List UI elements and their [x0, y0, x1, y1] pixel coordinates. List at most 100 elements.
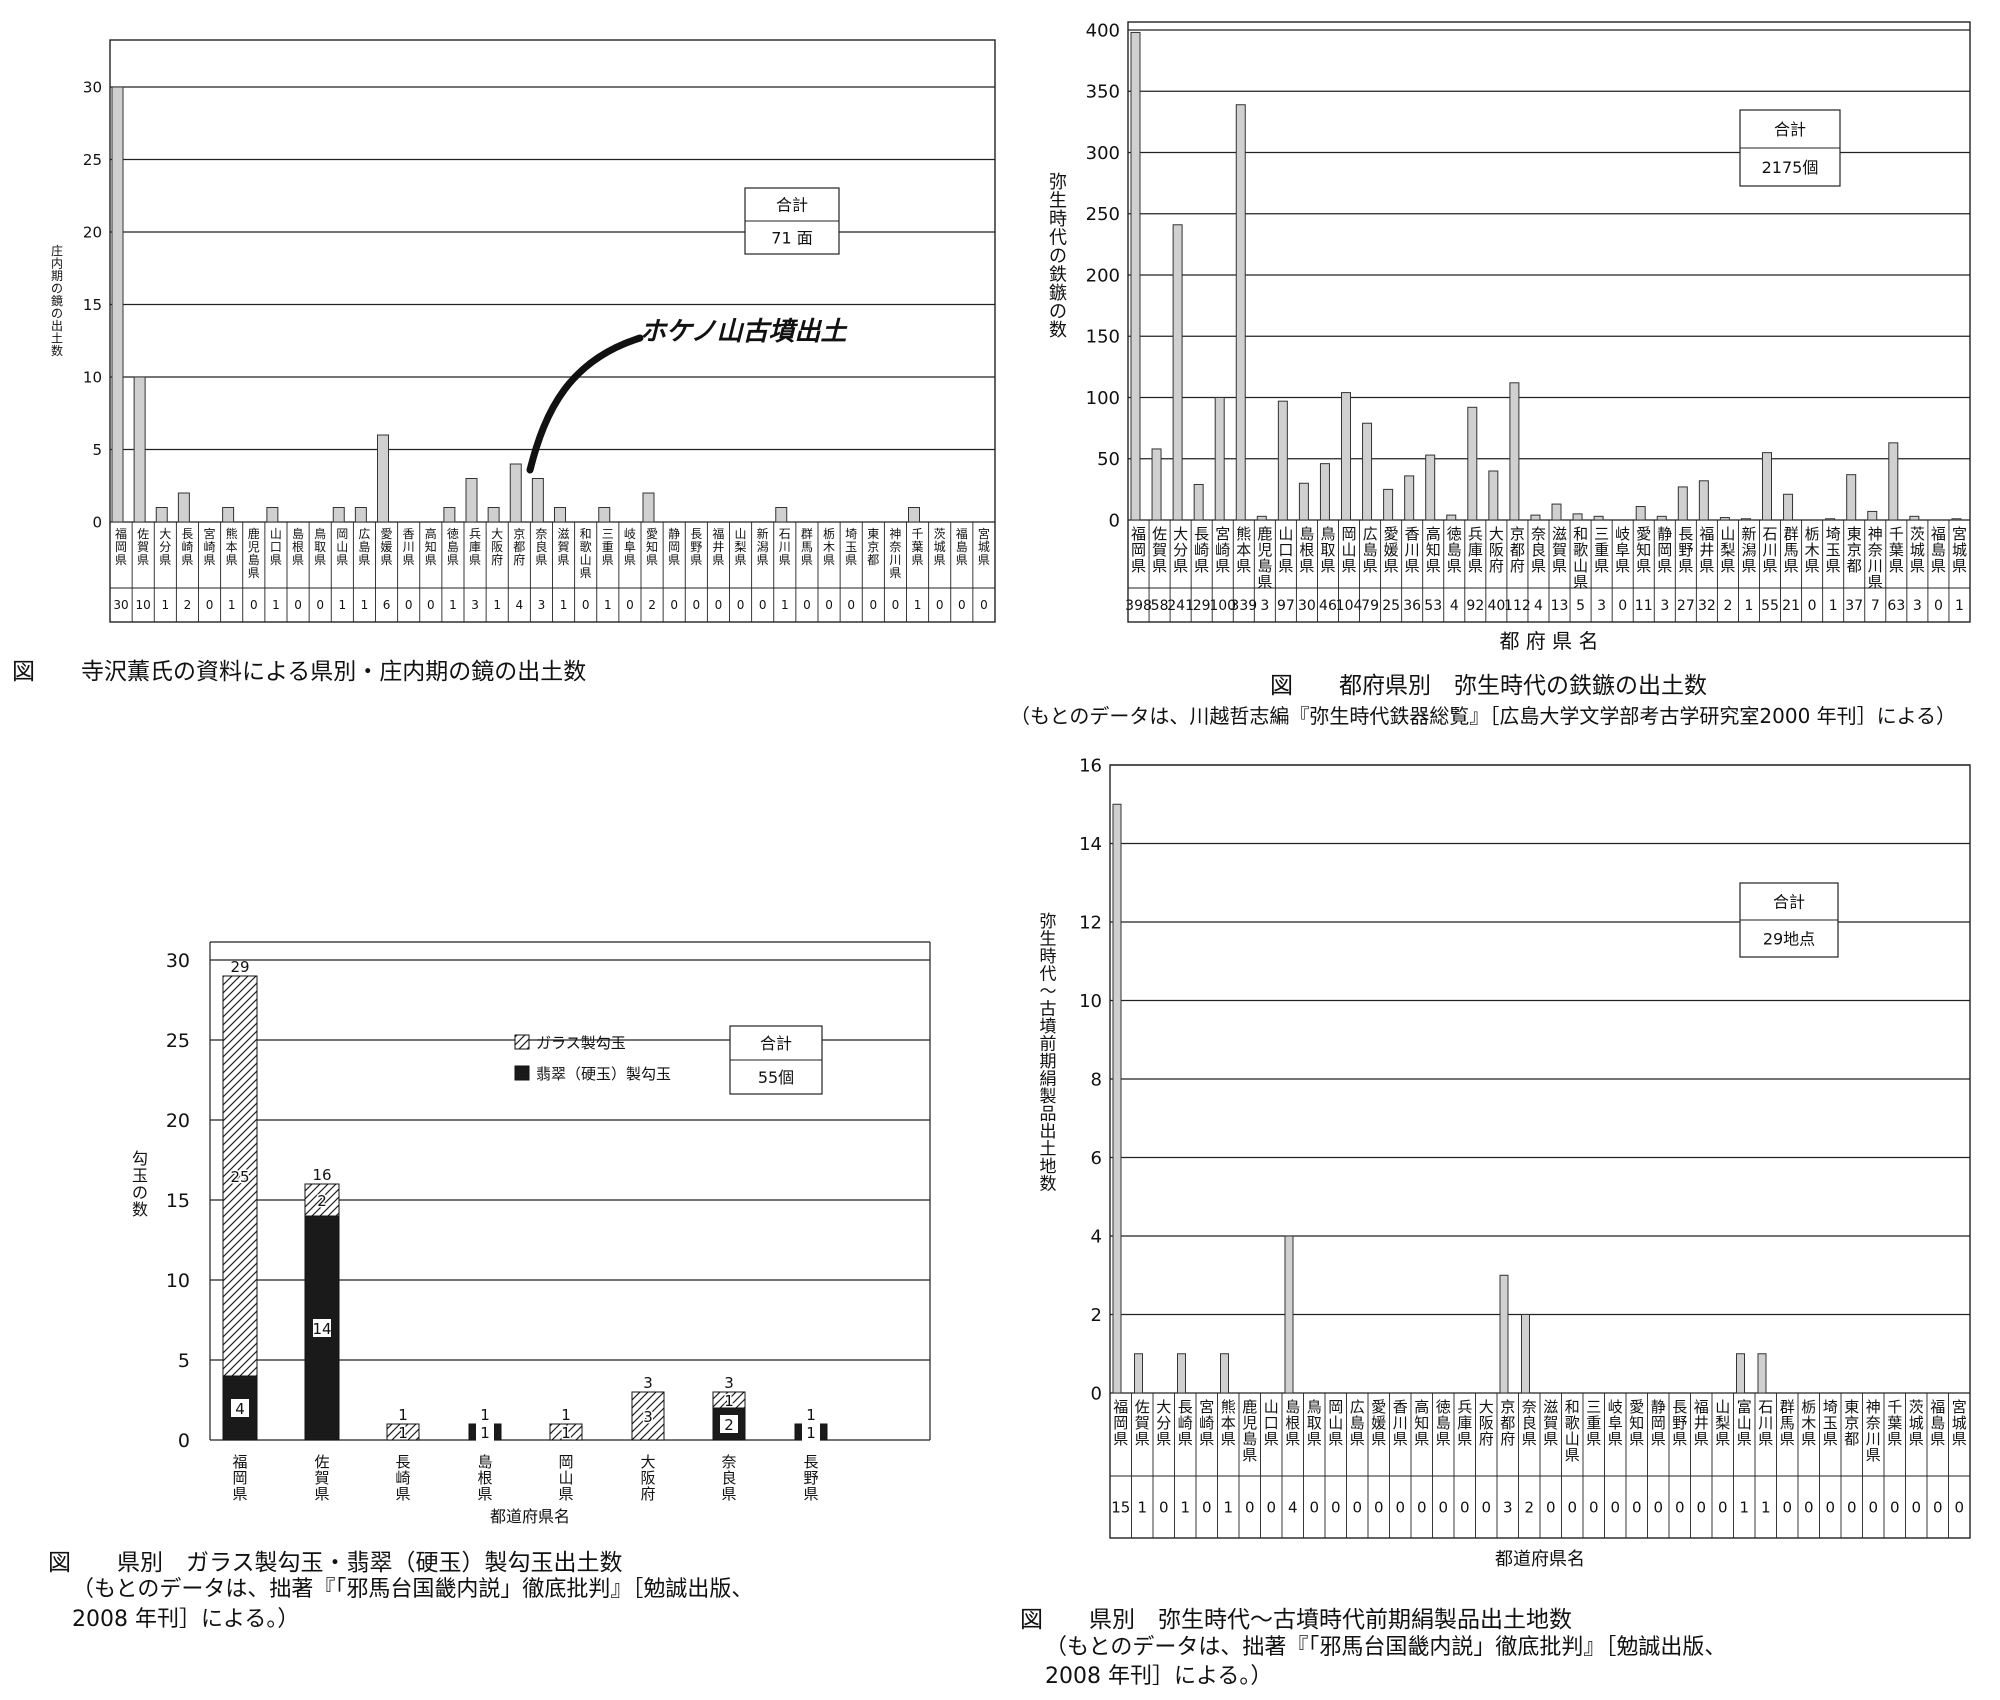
value-label: 3: [538, 598, 546, 612]
y-tick-label: 30: [83, 78, 102, 96]
value-label: 0: [1589, 1498, 1599, 1516]
bar: [1193, 483, 1204, 521]
x-category-label: 福井県: [1694, 1398, 1709, 1448]
bar: [1298, 482, 1309, 521]
x-category-label: 山口県: [1264, 1398, 1279, 1448]
value-label: 30: [113, 598, 128, 612]
value-label: 1: [604, 598, 612, 612]
x-category-label: 兵庫県: [1468, 525, 1483, 575]
y-tick-label: 0: [1091, 1383, 1102, 1404]
x-category-label: 滋賀県: [1552, 525, 1567, 575]
x-category-label: 東京都: [1844, 1398, 1859, 1448]
y-tick-label: 15: [83, 296, 102, 314]
x-category-label: 茨城県: [934, 527, 946, 567]
x-category-label: 新潟県: [757, 526, 769, 567]
value-label: 25: [1382, 598, 1400, 614]
x-category-label: 島根県: [292, 526, 304, 567]
value-label: 0: [1202, 1498, 1212, 1516]
x-category-label: 石川県: [779, 527, 791, 567]
x-category-label: 石川県: [1763, 525, 1778, 575]
x-category-label: 大阪府: [1489, 525, 1504, 575]
bar-segment-label: 1: [724, 1392, 734, 1410]
x-category-label: 山口県: [1278, 525, 1293, 575]
value-label: 37: [1845, 598, 1863, 614]
x-category-label: 埼玉県: [1826, 525, 1841, 575]
bar-segment-label-bg: [720, 1415, 738, 1433]
x-category-label: 岡山県: [336, 527, 348, 567]
bar: [1635, 506, 1646, 521]
value-label: 0: [1481, 1498, 1491, 1516]
x-category-label: 千葉県: [1887, 1398, 1902, 1448]
x-category-label: 宮城県: [1952, 525, 1967, 575]
bar-segment-glass: [549, 1423, 583, 1441]
x-category-label: 長野県: [690, 527, 702, 567]
bar: [1888, 442, 1899, 521]
value-label: 29: [1193, 598, 1211, 614]
x-category-label: 長崎県: [1178, 1398, 1193, 1448]
x-category-label: 栃木県: [1805, 525, 1820, 575]
bar: [1134, 1353, 1143, 1394]
x-category-label: 愛知県: [646, 527, 658, 567]
value-label: 4: [1450, 598, 1459, 614]
value-label: 1: [1137, 1498, 1147, 1516]
x-category-label: 佐賀県: [1135, 1398, 1150, 1448]
value-label: 4: [515, 598, 523, 612]
iron-arrowhead-chart: 050100150200250300350400福岡県398佐賀県58大分県24…: [1049, 20, 1971, 653]
x-category-label: 高知県: [1414, 1398, 1429, 1448]
x-category-label: 長野県: [803, 1453, 818, 1503]
x-category-label: 神奈川県: [889, 527, 901, 580]
bar-segment-glass: [222, 975, 258, 1377]
y-axis-label: 庄内期の鏡の出土数: [51, 243, 63, 358]
value-label: 3: [1597, 598, 1606, 614]
x-category-label: 栃木県: [823, 527, 835, 567]
y-tick-label: 0: [1109, 510, 1120, 531]
bar: [1867, 510, 1878, 521]
x-category-label: 山梨県: [1715, 1398, 1730, 1448]
x-category-label: 香川県: [1393, 1398, 1408, 1448]
value-label: 7: [1871, 598, 1880, 614]
y-tick-label: 5: [178, 1350, 190, 1372]
legend-swatch-glass: [514, 1034, 530, 1050]
total-box-value: 2175個: [1762, 158, 1819, 177]
y-tick-label: 25: [83, 151, 102, 169]
bar-total-label: 1: [480, 1406, 490, 1424]
x-category-label: 京都府: [1500, 1398, 1515, 1448]
x-category-label: 奈良県: [721, 1453, 736, 1503]
bar: [775, 507, 788, 523]
bar-segment-label: 14: [312, 1320, 331, 1338]
x-category-label: 広島県: [358, 527, 370, 567]
value-label: 0: [825, 598, 833, 612]
bar-total-label: 1: [561, 1406, 571, 1424]
x-category-label: 奈良県: [535, 527, 547, 567]
bar-segment-label: 4: [235, 1400, 245, 1418]
y-tick-label: 0: [92, 513, 102, 531]
y-tick-label: 100: [1086, 388, 1120, 409]
bar: [465, 478, 478, 523]
x-category-label: 石川県: [1758, 1398, 1773, 1448]
bar: [1846, 474, 1857, 521]
value-label: 0: [670, 598, 678, 612]
value-label: 0: [1718, 1498, 1728, 1516]
bar: [1425, 454, 1436, 521]
bar-segment-label-bg: [802, 1423, 820, 1441]
x-category-label: 栃木県: [1801, 1398, 1816, 1448]
x-category-label: 宮城県: [978, 526, 990, 567]
bar: [1656, 515, 1667, 521]
value-label: 1: [1955, 598, 1964, 614]
total-box-value: 55個: [758, 1068, 794, 1087]
x-category-label: 大阪府: [1479, 1398, 1494, 1448]
value-label: 0: [980, 598, 988, 612]
value-label: 2: [1524, 1498, 1534, 1516]
bar: [554, 507, 566, 523]
value-label: 0: [405, 598, 413, 612]
bar-total-label: 3: [724, 1374, 734, 1392]
value-label: 0: [1847, 1498, 1857, 1516]
bar: [598, 507, 611, 523]
bar: [1319, 463, 1330, 521]
value-label: 1: [338, 598, 346, 612]
x-category-label: 長崎県: [395, 1453, 410, 1503]
value-label: 32: [1698, 598, 1716, 614]
value-label: 63: [1887, 598, 1905, 614]
chart-3-caption: 図 県別 ガラス製勾玉・翡翠（硬玉）製勾玉出土数: [48, 1550, 623, 1576]
x-category-label: 東京都: [1847, 525, 1862, 575]
